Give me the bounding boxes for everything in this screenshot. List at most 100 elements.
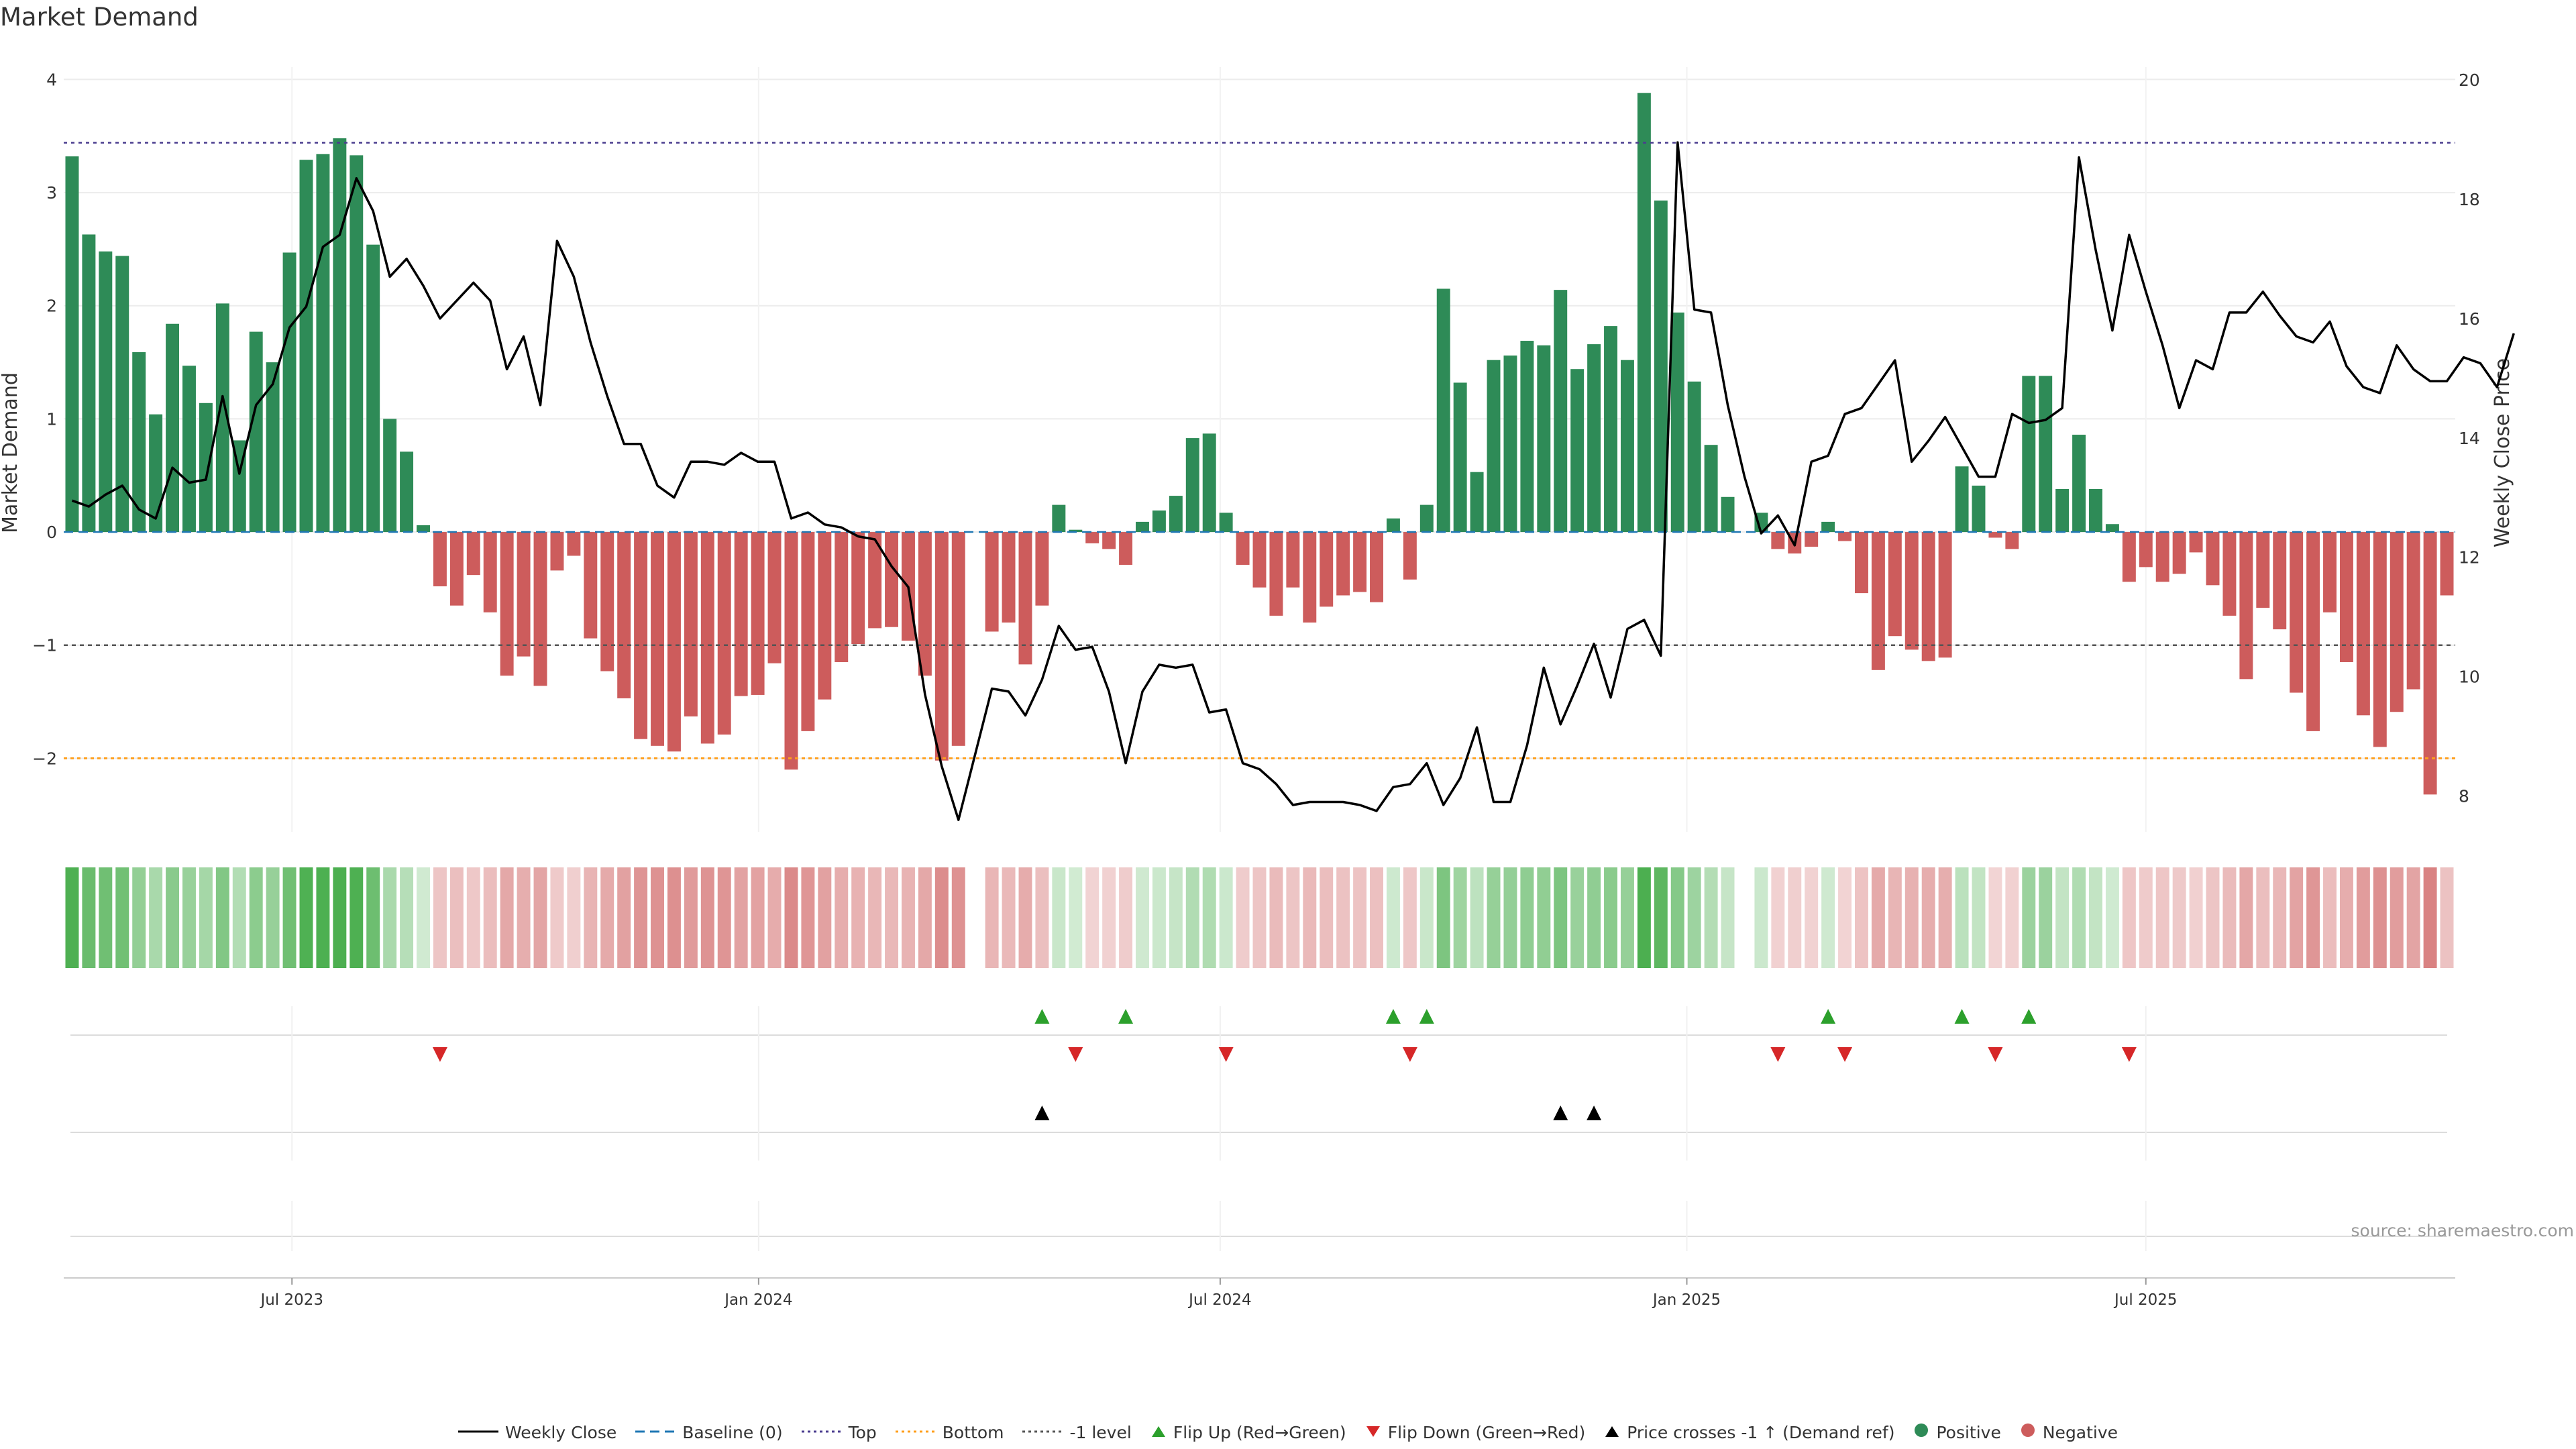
demand-bar bbox=[1503, 355, 1517, 533]
demand-bar bbox=[433, 532, 447, 587]
demand-bar bbox=[784, 532, 798, 770]
demand-bar bbox=[1654, 200, 1668, 533]
demand-bar bbox=[65, 156, 79, 533]
demand-bar bbox=[1587, 344, 1601, 533]
source-credit: source: sharemaestro.com bbox=[2351, 1221, 2575, 1240]
legend-item: Price crosses -1 ↑ (Demand ref) bbox=[1604, 1423, 1894, 1442]
y-axis-label-left: Market Demand bbox=[0, 372, 22, 533]
demand-bar bbox=[1436, 288, 1450, 533]
intensity-cell bbox=[1303, 867, 1317, 968]
demand-bar bbox=[350, 155, 364, 533]
intensity-cell bbox=[1419, 867, 1434, 968]
intensity-cell bbox=[1169, 867, 1183, 968]
intensity-cell bbox=[667, 867, 681, 968]
demand-bar bbox=[1955, 466, 1969, 533]
demand-bar bbox=[1453, 382, 1467, 533]
intensity-cell bbox=[651, 867, 664, 968]
demand-bar bbox=[1185, 438, 1199, 533]
intensity-cell bbox=[249, 867, 263, 968]
intensity-cell bbox=[483, 867, 497, 968]
demand-bar bbox=[182, 366, 196, 533]
intensity-cell bbox=[1821, 867, 1835, 968]
intensity-cell bbox=[500, 867, 514, 968]
intensity-cell bbox=[2155, 867, 2169, 968]
intensity-cell bbox=[466, 867, 480, 968]
intensity-cell bbox=[2089, 867, 2102, 968]
legend-label: Baseline (0) bbox=[682, 1422, 783, 1442]
y-tick-label-right: 20 bbox=[2459, 70, 2480, 90]
intensity-cell bbox=[82, 867, 96, 968]
y-tick-label-right: 8 bbox=[2459, 787, 2469, 806]
demand-bar bbox=[1286, 532, 1300, 588]
demand-bar bbox=[1871, 532, 1885, 670]
intensity-cell bbox=[1185, 867, 1199, 968]
y-tick-label-left: −2 bbox=[32, 749, 57, 768]
demand-bar bbox=[1169, 496, 1183, 533]
intensity-cell bbox=[600, 867, 614, 968]
flip-up-marker bbox=[1821, 1009, 1836, 1024]
price-cross-marker bbox=[1587, 1106, 1602, 1120]
intensity-cell bbox=[215, 867, 229, 968]
demand-bar bbox=[166, 323, 180, 533]
intensity-cell bbox=[1453, 867, 1467, 968]
intensity-cell bbox=[417, 867, 430, 968]
legend-item: Negative bbox=[2020, 1422, 2118, 1442]
demand-bar bbox=[1554, 290, 1568, 533]
intensity-cell bbox=[1035, 867, 1049, 968]
demand-bar bbox=[1202, 433, 1216, 533]
intensity-cell bbox=[1955, 867, 1969, 968]
y-tick-label-left: −1 bbox=[32, 636, 57, 655]
intensity-cell bbox=[851, 867, 865, 968]
demand-bar bbox=[2390, 532, 2404, 712]
weekly-close-line bbox=[71, 141, 2515, 821]
intensity-cell bbox=[784, 867, 798, 968]
demand-bar bbox=[734, 532, 748, 696]
legend-symbol bbox=[635, 1423, 676, 1442]
intensity-cell bbox=[818, 867, 832, 968]
flip-down-marker bbox=[1402, 1047, 1417, 1062]
y-tick-label-left: 0 bbox=[46, 523, 57, 542]
demand-bar bbox=[2022, 376, 2036, 533]
intensity-cell bbox=[885, 867, 899, 968]
intensity-cell bbox=[1620, 867, 1634, 968]
intensity-cell bbox=[1119, 867, 1133, 968]
demand-bar bbox=[2373, 532, 2387, 747]
demand-bar bbox=[1855, 532, 1868, 594]
demand-bar bbox=[149, 414, 163, 533]
intensity-cell bbox=[1403, 867, 1417, 968]
demand-bar bbox=[215, 303, 229, 533]
demand-bar bbox=[1921, 532, 1935, 661]
intensity-cell bbox=[985, 867, 999, 968]
demand-bar bbox=[1052, 504, 1066, 533]
intensity-cell bbox=[1855, 867, 1868, 968]
intensity-cell bbox=[1938, 867, 1952, 968]
intensity-cell bbox=[1002, 867, 1016, 968]
legend-item: Flip Up (Red→Green) bbox=[1150, 1423, 1346, 1442]
intensity-cell bbox=[2189, 867, 2203, 968]
legend-symbol bbox=[1022, 1423, 1063, 1442]
intensity-cell bbox=[1018, 867, 1032, 968]
price-cross-marker bbox=[1553, 1106, 1568, 1120]
intensity-cell bbox=[2139, 867, 2153, 968]
demand-bar bbox=[449, 532, 464, 606]
demand-bar bbox=[2172, 532, 2186, 574]
legend-item: Baseline (0) bbox=[635, 1422, 783, 1442]
demand-bar bbox=[1487, 360, 1501, 533]
demand-bar bbox=[1604, 326, 1618, 533]
demand-bar bbox=[717, 532, 731, 735]
legend-label: Price crosses -1 ↑ (Demand ref) bbox=[1627, 1422, 1895, 1442]
intensity-cell bbox=[2055, 867, 2070, 968]
intensity-cell bbox=[1470, 867, 1484, 968]
legend-symbol bbox=[1913, 1422, 1929, 1442]
flip-down-marker bbox=[1988, 1047, 2003, 1062]
demand-bar bbox=[600, 532, 614, 672]
legend-symbol bbox=[1365, 1423, 1381, 1442]
intensity-cell bbox=[115, 867, 129, 968]
intensity-cell bbox=[1604, 867, 1618, 968]
demand-bar bbox=[249, 331, 263, 533]
demand-bar bbox=[1085, 532, 1099, 543]
demand-bar bbox=[1470, 472, 1484, 533]
demand-bar bbox=[1754, 513, 1768, 533]
intensity-cell bbox=[801, 867, 815, 968]
intensity-cell bbox=[2273, 867, 2287, 968]
